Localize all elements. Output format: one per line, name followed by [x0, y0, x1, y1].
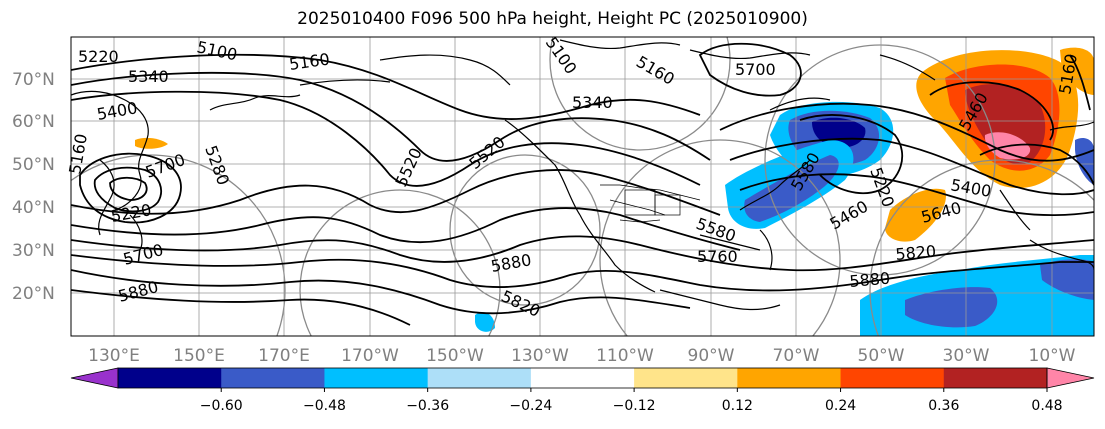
contour-label: 5340: [572, 93, 613, 112]
contour-label: 5760: [697, 247, 738, 266]
contour-label: 5700: [735, 60, 776, 79]
lon-label: 150°E: [173, 346, 225, 366]
colorbar-tick-label: −0.48: [303, 398, 346, 414]
colorbar-extend-max: [1046, 367, 1095, 389]
contour-label: 5220: [78, 47, 119, 66]
colorbar-tick-label: 0.36: [928, 398, 959, 414]
colorbar-segment: [324, 368, 429, 388]
latitude-labels: 70°N 60°N 50°N 40°N 30°N 20°N: [12, 70, 55, 304]
lat-label: 50°N: [12, 155, 55, 175]
lon-label: 30°W: [943, 346, 990, 366]
colorbar-tick-label: 0.24: [825, 398, 856, 414]
colorbar-segment: [737, 368, 842, 388]
lon-label: 10°W: [1029, 346, 1076, 366]
colorbar-tick-label: 0.12: [722, 398, 753, 414]
lon-label: 170°W: [341, 346, 399, 366]
lat-label: 30°N: [12, 241, 55, 261]
colorbar-tick-label: −0.36: [406, 398, 449, 414]
map-border: [70, 36, 1095, 337]
contour-label: 5880: [849, 269, 891, 291]
colorbar-extend-min: [70, 367, 119, 389]
colorbar-tick-label: −0.24: [509, 398, 552, 414]
colorbar: −0.60 −0.48 −0.36 −0.24 −0.12 0.12 0.24 0.36 0.4…: [70, 367, 1095, 414]
height-contours: [71, 42, 1094, 326]
lon-label: 70°W: [773, 346, 820, 366]
lon-label: 110°W: [596, 346, 654, 366]
map-title: 2025010400 F096 500 hPa height, Height P…: [297, 9, 808, 29]
longitude-labels: 130°E 150°E 170°E 170°W 150°W 130°W 110°…: [88, 346, 1076, 366]
contour-label: 5820: [895, 242, 937, 264]
colorbar-segment: [840, 368, 945, 388]
lon-label: 50°W: [858, 346, 905, 366]
colorbar-segment: [634, 368, 738, 388]
lat-label: 40°N: [12, 198, 55, 218]
colorbar-segment: [118, 368, 222, 388]
gray-rings: [71, 37, 1094, 336]
lon-label: 130°W: [511, 346, 569, 366]
colorbar-tick-label: −0.12: [613, 398, 656, 414]
lat-label: 60°N: [12, 112, 55, 132]
lat-label: 20°N: [12, 284, 55, 304]
lon-label: 170°E: [258, 346, 310, 366]
colorbar-segment: [530, 368, 635, 388]
graticule: [71, 37, 1094, 336]
colorbar-tick-label: −0.60: [200, 398, 243, 414]
contour-label: 5340: [128, 67, 169, 86]
colorbar-segment: [943, 368, 1048, 388]
lon-label: 130°E: [88, 346, 140, 366]
lat-label: 70°N: [12, 70, 55, 90]
colorbar-segment: [427, 368, 532, 388]
lon-label: 150°W: [426, 346, 484, 366]
lon-label: 90°W: [688, 346, 735, 366]
colorbar-tick-label: 0.48: [1031, 398, 1062, 414]
colorbar-frame: [117, 367, 1048, 389]
colorbar-segment: [221, 368, 325, 388]
